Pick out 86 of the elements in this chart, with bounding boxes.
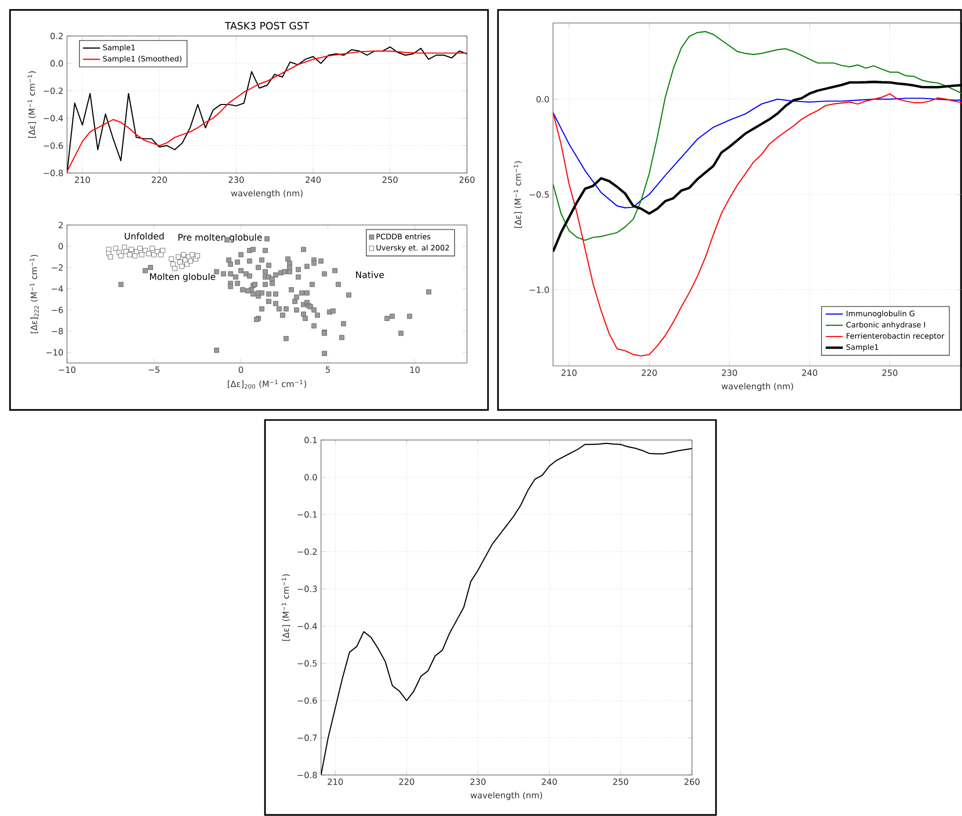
point [127, 252, 132, 258]
y-tick-label: −0.5 [530, 191, 549, 198]
x-axis-title: wavelength (nm) [470, 792, 542, 800]
annotation: Molten globule [150, 273, 216, 282]
y-axis-title: [Δε] (M$^{−1}$ cm$^{−1}$) [514, 161, 522, 228]
x-tick-label: 10 [410, 366, 420, 373]
point [132, 253, 138, 258]
x-tick-label: 250 [613, 778, 628, 785]
y-tick-label: −0.2 [298, 548, 317, 555]
point [188, 258, 194, 264]
x-tick-label: 210 [562, 370, 577, 376]
y-tick-label: 0.0 [536, 96, 549, 102]
point [178, 260, 183, 265]
x-tick-label: 240 [542, 778, 557, 785]
point [151, 252, 157, 258]
x-tick-label: 250 [882, 370, 898, 376]
point [128, 246, 134, 252]
y-tick-label: 0 [58, 243, 63, 250]
y-tick-label: −0.4 [44, 114, 63, 122]
point [180, 252, 186, 258]
chart-title: TASK3 POST GST [224, 22, 310, 30]
point [168, 256, 174, 262]
point [150, 246, 155, 251]
x-tick-label: 220 [642, 370, 657, 376]
point [138, 246, 143, 251]
point [118, 253, 124, 258]
y-tick-label: −0.6 [298, 697, 317, 704]
x-tick-label: 260 [460, 176, 475, 183]
x-tick-label: 230 [722, 370, 737, 376]
y-tick-label: −10 [46, 349, 63, 356]
y-tick-label: 0.1 [304, 436, 317, 444]
y-tick-label: −0.8 [298, 772, 317, 778]
x-tick-label: −5 [148, 366, 160, 373]
x-tick-label: 240 [306, 176, 321, 183]
x-tick-label: 210 [328, 778, 343, 785]
point [160, 248, 166, 254]
y-tick-label: −0.8 [44, 170, 63, 176]
y-tick-label: −0.5 [298, 660, 317, 667]
x-tick-label: 250 [382, 176, 398, 183]
x-tick-label: 230 [470, 778, 486, 785]
y-tick-label: −1.0 [530, 286, 549, 293]
point [108, 254, 114, 260]
y-tick-label: −0.2 [44, 88, 63, 94]
point [113, 246, 118, 251]
point [176, 254, 181, 260]
point [158, 252, 164, 258]
x-tick-label: 220 [399, 778, 414, 785]
y-tick-label: −0.6 [44, 142, 63, 149]
point [146, 251, 152, 256]
point [122, 244, 127, 250]
x-tick-label: 260 [684, 778, 700, 785]
point [139, 252, 144, 258]
line-series [553, 98, 962, 208]
x-axis-title: [Δε]$_{200}$ (M$^{−1}$ cm$^{−1}$) [228, 380, 306, 389]
x-axis-title: wavelength (nm) [722, 382, 794, 392]
x-tick-label: 230 [228, 176, 244, 183]
y-tick-label: −0.1 [298, 511, 317, 518]
annotation: Native [356, 271, 384, 278]
point [194, 253, 200, 258]
annotation: Unfolded [124, 232, 164, 240]
point [190, 252, 195, 258]
y-axis-title: [Δε]$_{222}$ (M$^{−1}$ cm$^{−1}$) [30, 254, 39, 334]
y-tick-label: −2 [52, 264, 63, 271]
point [179, 264, 184, 269]
y-tick-label: 0.2 [50, 32, 63, 40]
point [172, 266, 178, 272]
y-tick-label: −0.3 [298, 586, 317, 592]
y-tick-label: −4 [52, 286, 63, 292]
x-tick-label: 210 [74, 176, 90, 183]
y-tick-label: 0.0 [50, 60, 63, 67]
y-tick-label: 0.0 [304, 474, 317, 480]
point [170, 262, 176, 267]
y-tick-label: 2 [58, 222, 63, 228]
x-tick-label: 240 [802, 370, 818, 376]
x-tick-label: 0 [238, 366, 244, 373]
x-tick-label: 220 [152, 176, 167, 183]
x-axis-title: wavelength (nm) [231, 190, 303, 198]
x-tick-label: 5 [326, 366, 330, 373]
y-tick-label: −0.4 [298, 622, 317, 630]
point [184, 262, 190, 267]
y-axis-title: [Δε] (M$^{−1}$ cm$^{−1}$) [28, 71, 36, 138]
y-tick-label: −6 [52, 306, 63, 314]
y-tick-label: −0.7 [298, 734, 317, 741]
y-axis-title: [Δε] (M$^{−1}$ cm$^{−1}$) [282, 574, 290, 641]
annotation: Pre molten globule [178, 234, 262, 242]
y-tick-label: −8 [52, 328, 63, 334]
